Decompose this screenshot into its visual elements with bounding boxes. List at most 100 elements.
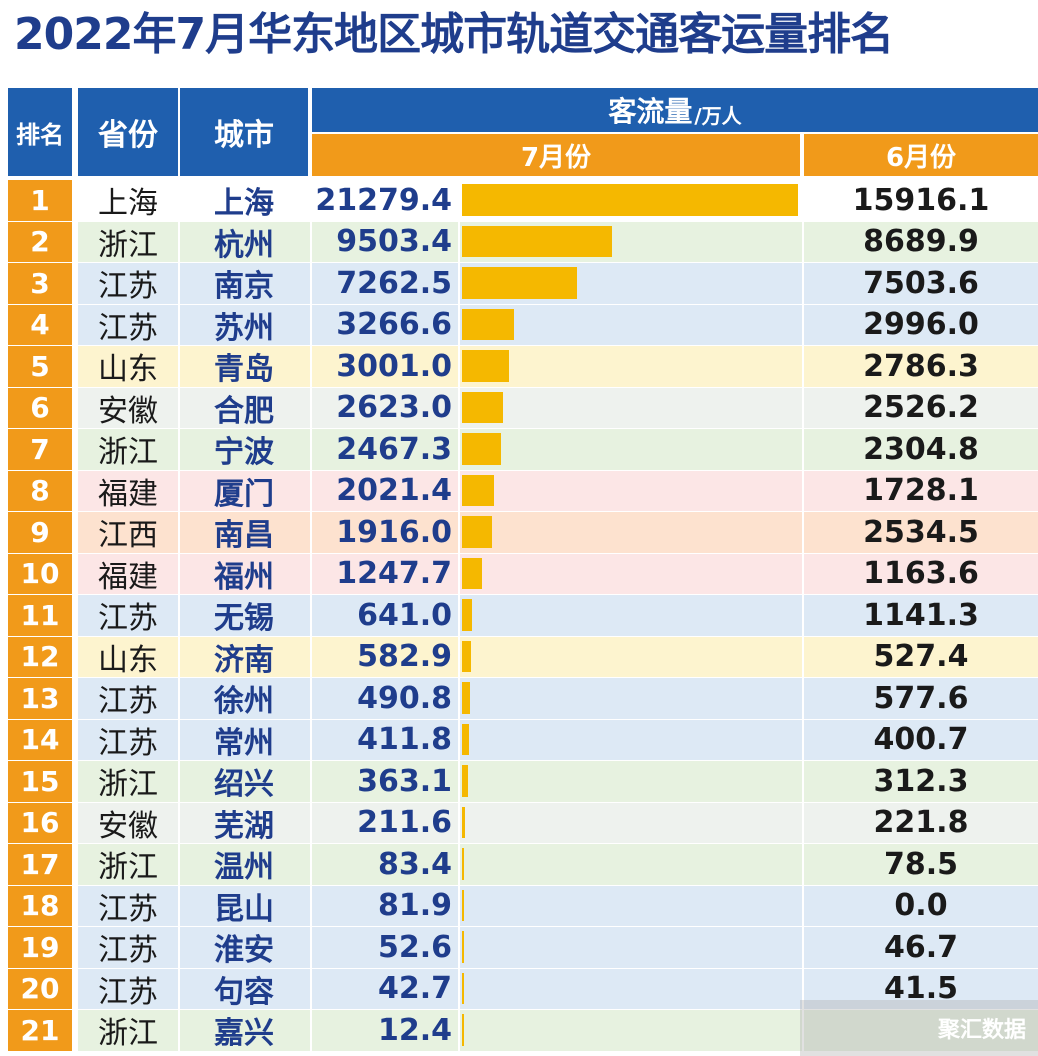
city-cell: 上海 [214, 186, 274, 222]
row-background [78, 304, 1038, 345]
column-divider [458, 844, 460, 885]
province-cell: 江苏 [98, 974, 158, 1010]
july-bar [462, 1014, 464, 1046]
july-value: 2623.0 [336, 390, 452, 426]
july-bar-cell [460, 512, 800, 553]
table-row: 10 福建 福州 1247.7 1163.6 [8, 553, 1038, 595]
june-value: 1163.6 [863, 556, 979, 592]
july-bar-cell [460, 263, 800, 304]
july-bar-cell [460, 222, 800, 263]
rank-cell: 11 [8, 595, 72, 636]
table-body: 1 上海 上海 21279.4 15916.1 2 浙江 杭州 9503.4 8689.9 3 江苏南… [8, 180, 1038, 1052]
row-background [78, 595, 1038, 636]
july-bar [462, 931, 464, 963]
column-divider [310, 885, 312, 926]
row-background [78, 636, 1038, 677]
column-divider [802, 387, 804, 428]
july-value: 21279.4 [315, 182, 452, 218]
column-divider [76, 595, 78, 636]
city-cell: 徐州 [214, 684, 274, 720]
column-divider [76, 470, 78, 511]
column-divider [310, 761, 312, 802]
row-background [78, 553, 1038, 594]
column-divider [458, 429, 460, 470]
column-divider [310, 304, 312, 345]
province-cell: 浙江 [98, 1016, 158, 1052]
table-row: 3 江苏 南京 7262.5 7503.6 [8, 263, 1038, 305]
column-divider [458, 968, 460, 1009]
column-divider [76, 802, 78, 843]
june-value: 2304.8 [863, 431, 979, 467]
july-bar [462, 599, 473, 631]
column-divider [458, 387, 460, 428]
column-divider [178, 387, 180, 428]
table-row: 18 江苏 昆山 81.9 0.0 [8, 885, 1038, 927]
june-value: 8689.9 [863, 224, 979, 260]
july-bar-cell [460, 678, 800, 719]
july-value: 363.1 [357, 763, 452, 799]
city-cell: 厦门 [214, 476, 274, 512]
header-province: 省份 [78, 88, 178, 176]
province-cell: 浙江 [98, 435, 158, 471]
june-value: 15916.1 [852, 182, 990, 218]
rank-cell: 15 [8, 761, 72, 802]
row-background [78, 885, 1038, 926]
rank-cell: 14 [8, 719, 72, 760]
city-cell: 合肥 [214, 393, 274, 429]
july-bar [462, 184, 798, 216]
table-row: 14 江苏 常州 411.8 400.7 [8, 719, 1038, 761]
rank-cell: 8 [8, 470, 72, 511]
rank-cell: 5 [8, 346, 72, 387]
june-value: 527.4 [873, 639, 969, 675]
column-divider [310, 968, 312, 1009]
june-value: 46.7 [883, 929, 959, 965]
chart-title: 2022年7月华东地区城市轨道交通客运量排名 [14, 9, 894, 60]
rank-cell: 21 [8, 1010, 72, 1051]
column-divider [178, 968, 180, 1009]
province-cell: 福建 [98, 476, 158, 512]
column-divider [178, 761, 180, 802]
table-row: 12 山东 济南 582.9 527.4 [8, 636, 1038, 678]
column-divider [178, 429, 180, 470]
table-row: 11 江苏 无锡 641.0 1141.3 [8, 595, 1038, 637]
column-divider [802, 512, 804, 553]
column-divider [76, 636, 78, 677]
july-value: 211.6 [357, 805, 452, 841]
table-row: 21 浙江 嘉兴 12.4 [8, 1010, 1038, 1052]
table-row: 1 上海 上海 21279.4 15916.1 [8, 180, 1038, 222]
july-value: 12.4 [377, 1012, 452, 1048]
column-divider [802, 595, 804, 636]
column-divider [310, 346, 312, 387]
column-divider [310, 719, 312, 760]
july-bar-cell [460, 346, 800, 387]
header-city: 城市 [180, 88, 308, 176]
july-bar [462, 806, 466, 838]
column-divider [178, 263, 180, 304]
column-divider [178, 512, 180, 553]
column-divider [76, 512, 78, 553]
column-divider [802, 761, 804, 802]
july-bar-cell [460, 1010, 800, 1051]
row-background [78, 844, 1038, 885]
july-value: 490.8 [357, 680, 452, 716]
table-row: 7 浙江 宁波 2467.3 2304.8 [8, 429, 1038, 471]
july-bar [462, 516, 493, 548]
city-cell: 芜湖 [214, 808, 274, 844]
header-rank: 排名 [8, 88, 72, 176]
column-divider [458, 1010, 460, 1051]
july-bar-cell [460, 761, 800, 802]
june-value: 7503.6 [863, 265, 979, 301]
row-background [78, 387, 1038, 428]
column-divider [458, 719, 460, 760]
rank-cell: 4 [8, 304, 72, 345]
july-bar [462, 474, 494, 506]
rank-cell: 16 [8, 802, 72, 843]
rank-cell: 7 [8, 429, 72, 470]
column-divider [178, 346, 180, 387]
column-divider [310, 553, 312, 594]
july-value: 42.7 [377, 971, 452, 1007]
province-cell: 山东 [98, 352, 158, 388]
table-row: 5 山东 青岛 3001.0 2786.3 [8, 346, 1038, 388]
row-background [78, 927, 1038, 968]
column-divider [178, 1010, 180, 1051]
